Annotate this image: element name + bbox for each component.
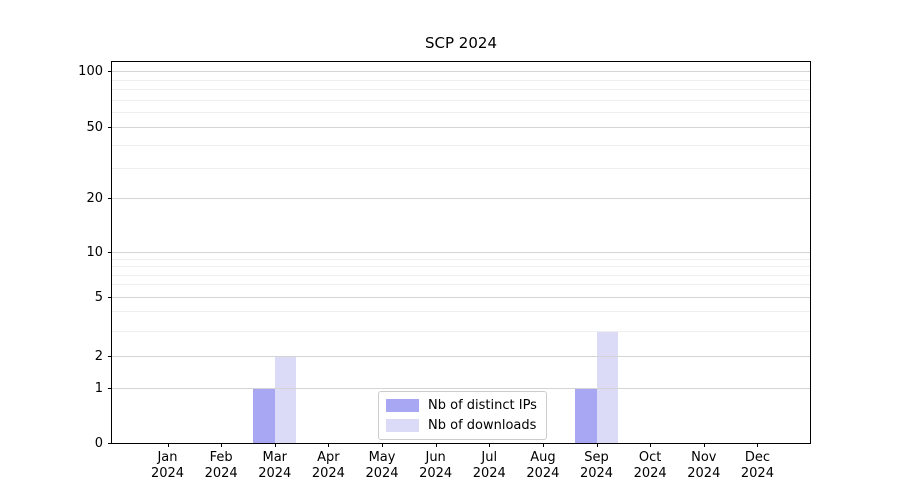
y-gridline-major xyxy=(112,71,810,72)
x-tick xyxy=(703,443,705,447)
x-tick-year: 2024 xyxy=(633,466,667,481)
x-tick-month: Oct xyxy=(638,450,662,465)
y-tick xyxy=(108,127,112,128)
y-tick xyxy=(108,356,112,357)
bar-distinct-ips xyxy=(575,388,597,443)
x-tick xyxy=(221,443,223,447)
x-tick-year: 2024 xyxy=(687,466,721,481)
x-tick-label: Apr 2024 xyxy=(298,450,358,482)
x-tick-year: 2024 xyxy=(740,466,774,481)
y-gridline-minor xyxy=(112,311,810,312)
x-tick xyxy=(382,443,384,447)
legend: Nb of distinct IPs Nb of downloads xyxy=(378,391,547,440)
y-gridline-minor xyxy=(112,145,810,146)
x-tick xyxy=(542,443,544,447)
y-gridline-minor xyxy=(112,259,810,260)
chart-title: SCP 2024 xyxy=(425,34,497,52)
x-tick-year: 2024 xyxy=(311,466,345,481)
legend-label-downloads: Nb of downloads xyxy=(428,418,537,433)
y-gridline-minor xyxy=(112,112,810,113)
y-tick-label: 1 xyxy=(94,380,103,396)
x-tick-month: Jun xyxy=(425,450,446,465)
bar-downloads xyxy=(274,356,297,443)
y-gridline-major xyxy=(112,252,810,253)
x-tick xyxy=(328,443,330,447)
y-gridline-minor xyxy=(112,79,810,81)
x-tick-month: Jan xyxy=(157,450,178,465)
x-tick-label: Jul 2024 xyxy=(459,450,519,482)
x-tick-label: Dec 2024 xyxy=(727,450,787,482)
x-tick-label: May 2024 xyxy=(352,450,412,482)
y-tick xyxy=(108,71,112,72)
y-tick xyxy=(108,443,112,444)
x-tick-month: Aug xyxy=(530,450,556,465)
x-tick xyxy=(489,443,491,447)
x-tick-year: 2024 xyxy=(579,466,614,481)
x-tick-label: Nov 2024 xyxy=(674,450,734,482)
y-gridline-minor xyxy=(112,266,810,267)
x-tick-year: 2024 xyxy=(526,466,560,481)
y-gridline-minor xyxy=(112,275,810,276)
y-tick xyxy=(108,388,112,389)
y-tick xyxy=(108,297,112,298)
x-tick-month: Sep xyxy=(584,450,609,465)
y-tick-label: 5 xyxy=(94,289,103,305)
x-tick-label: Sep 2024 xyxy=(567,450,627,482)
x-tick-label: Feb 2024 xyxy=(191,450,251,482)
distinct-ips-swatch-icon xyxy=(386,399,419,412)
y-tick-label: 100 xyxy=(78,63,103,79)
x-tick-year: 2024 xyxy=(365,466,399,481)
x-tick-month: Dec xyxy=(744,450,770,465)
x-tick xyxy=(274,443,276,447)
y-gridline-minor xyxy=(112,168,810,169)
y-gridline-minor xyxy=(112,330,810,332)
legend-item-downloads: Nb of downloads xyxy=(386,418,537,433)
y-tick-label: 2 xyxy=(94,348,103,364)
x-tick xyxy=(435,443,437,447)
x-tick-label: Jan 2024 xyxy=(138,450,198,482)
y-gridline-minor xyxy=(112,284,810,285)
y-gridline-major xyxy=(112,127,810,128)
x-tick-month: Jul xyxy=(481,450,498,465)
y-tick-label: 50 xyxy=(86,119,103,135)
x-tick xyxy=(757,443,759,447)
y-tick-label: 0 xyxy=(94,435,103,451)
x-tick-label: Jun 2024 xyxy=(406,450,466,482)
downloads-swatch-icon xyxy=(386,419,419,432)
legend-item-distinct-ips: Nb of distinct IPs xyxy=(386,398,537,413)
y-gridline-minor xyxy=(112,89,810,90)
bar-distinct-ips xyxy=(253,388,275,443)
legend-label-distinct-ips: Nb of distinct IPs xyxy=(428,398,537,413)
x-tick-month: Mar xyxy=(262,450,288,465)
y-tick-label: 10 xyxy=(86,244,103,260)
x-tick-month: Feb xyxy=(209,450,233,465)
x-tick xyxy=(596,443,598,447)
y-gridline-major xyxy=(112,198,810,199)
x-tick-month: May xyxy=(368,450,396,465)
x-tick-month: Apr xyxy=(317,450,340,465)
x-tick-label: Oct 2024 xyxy=(620,450,680,482)
y-gridline-minor xyxy=(112,100,810,101)
x-tick-year: 2024 xyxy=(419,466,453,481)
x-tick-year: 2024 xyxy=(150,466,185,481)
plot-area xyxy=(111,61,811,444)
y-tick-label: 20 xyxy=(86,190,103,206)
x-tick xyxy=(650,443,652,447)
x-tick-year: 2024 xyxy=(204,466,238,481)
x-tick xyxy=(167,443,169,447)
y-tick xyxy=(108,198,112,199)
y-gridline-major xyxy=(112,356,810,357)
x-tick-label: Mar 2024 xyxy=(245,450,305,482)
x-tick-month: Nov xyxy=(691,450,717,465)
y-gridline-major xyxy=(112,297,810,298)
y-tick xyxy=(108,252,112,253)
bar-downloads xyxy=(596,330,619,443)
y-gridline-major xyxy=(112,388,810,389)
x-tick-year: 2024 xyxy=(472,466,506,481)
x-tick-year: 2024 xyxy=(258,466,292,481)
x-tick-label: Aug 2024 xyxy=(513,450,573,482)
